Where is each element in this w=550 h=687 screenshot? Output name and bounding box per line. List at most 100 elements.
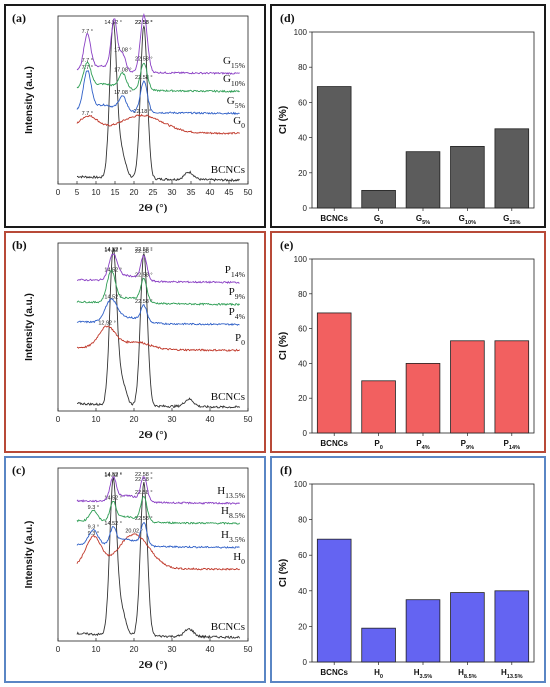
series-label: P4% [229, 306, 246, 321]
ci-panel-e: (e) 0 20 40 60 80 100 CI (%) BCNCs P0 P4% P9% P14% [270, 231, 546, 453]
peak-label: 14.52 ° [104, 472, 122, 478]
y-tick-label: 0 [303, 658, 308, 667]
x-tick-label: 25 [149, 188, 158, 197]
panel-label: (b) [12, 238, 27, 252]
y-tick-label: 60 [298, 98, 307, 107]
y-axis-label: CI (%) [278, 106, 289, 134]
x-tick-label: 40 [206, 415, 215, 424]
peak-label: 22.58 ° [135, 516, 153, 522]
peak-label: 7.7 ° [82, 111, 93, 117]
series-label: G10% [223, 73, 246, 88]
series-label: H8.5% [221, 505, 246, 520]
xrd-curve-p9 [76, 269, 240, 307]
peak-label: 9.3 ° [88, 525, 99, 531]
peak-label: 20.02 ° [125, 528, 143, 534]
xrd-curve-p4 [76, 298, 240, 326]
xrd-curve-g15 [76, 12, 240, 75]
y-tick-label: 40 [298, 134, 307, 143]
peak-label: 9.3 ° [88, 531, 99, 537]
peak-label: 22.58 ° [135, 20, 153, 26]
bar [361, 627, 396, 663]
xrd-chart-b: (b) 0 10 20 30 40 50 2Θ (°) Intensity (a.u.) 14.5… [12, 238, 253, 441]
x-tick-label: 20 [130, 645, 139, 654]
bar [450, 592, 485, 663]
bar [405, 599, 441, 663]
x-axis-label: 2Θ (°) [139, 202, 168, 214]
series-label: BCNCs [211, 621, 245, 633]
peak-label: 17.08 ° [114, 90, 132, 96]
peak-label: 22.58 ° [135, 272, 153, 278]
series-label: H3.5% [221, 529, 246, 544]
peak-label: 22.58 ° [135, 477, 153, 483]
bar [316, 538, 352, 663]
peak-label: 22.58 ° [135, 20, 153, 26]
bar [316, 86, 352, 209]
bar [494, 340, 530, 434]
peak-label: 22.58 ° [135, 247, 153, 253]
x-tick-label: 30 [168, 188, 177, 197]
peak-label: 12.92 ° [98, 321, 116, 327]
xrd-curve-bcncs [76, 476, 241, 639]
y-tick-label: 40 [298, 587, 307, 596]
peak-label: 9.3 ° [88, 505, 99, 511]
y-tick-label: 100 [294, 28, 308, 37]
peak-label: 7.7 ° [82, 65, 93, 71]
x-tick-label: BCNCs [320, 439, 348, 448]
y-axis-label: Intensity (a.u.) [24, 293, 35, 361]
x-axis-label: 2Θ (°) [139, 429, 168, 441]
x-tick-label: 45 [225, 188, 234, 197]
x-tick-label: 10 [92, 645, 101, 654]
peak-label: 22.58 ° [135, 56, 153, 62]
y-tick-label: 20 [298, 622, 307, 631]
y-tick-label: 20 [298, 169, 307, 178]
x-tick-label: 5 [75, 188, 80, 197]
peak-label: 22.58 ° [135, 249, 153, 255]
x-tick-label: G0 [374, 214, 383, 226]
x-tick-label: 30 [168, 645, 177, 654]
x-tick-label: 20 [130, 415, 139, 424]
y-tick-label: 80 [298, 63, 307, 72]
y-tick-label: 40 [298, 359, 307, 368]
panel-label: (a) [12, 11, 26, 25]
xrd-curve-h0 [76, 533, 240, 571]
xrd-chart-c: (c) 0 10 20 30 40 50 2Θ (°) Intensity (a.u.) 14.5… [12, 463, 253, 671]
plot-frame [57, 467, 249, 642]
bar [361, 189, 396, 209]
x-tick-label: 40 [206, 188, 215, 197]
xrd-curve-p14 [77, 253, 240, 284]
peak-label: 14.52 ° [104, 268, 122, 274]
peak-label: 22.58 ° [135, 490, 153, 496]
xrd-curve-g10 [76, 61, 240, 93]
series-label: P0 [235, 332, 245, 347]
peak-label: 14.52 ° [104, 473, 122, 479]
x-tick-label: P9% [461, 439, 474, 451]
xrd-panel-b: (b) 0 10 20 30 40 50 2Θ (°) Intensity (a.u.) 14.5… [4, 231, 266, 453]
x-tick-label: G15% [503, 214, 520, 226]
y-tick-label: 80 [298, 290, 307, 299]
x-tick-label: 50 [244, 645, 253, 654]
series-label: BCNCs [211, 391, 245, 403]
bar [361, 380, 396, 434]
y-tick-label: 0 [303, 429, 308, 438]
x-tick-label: G5% [416, 214, 430, 226]
ci-panel-d: (d) 0 20 40 60 80 100 CI (%) BCNCs G0 G5% G10% G15% [270, 4, 546, 228]
panel-label: (c) [12, 463, 25, 477]
x-axis-label: 2Θ (°) [139, 659, 168, 671]
panel-label: (d) [280, 11, 295, 25]
panel-label: (f) [280, 463, 292, 477]
x-tick-label: H13.5% [501, 668, 523, 680]
xrd-panel-c: (c) 0 10 20 30 40 50 2Θ (°) Intensity (a.u.) 14.5… [4, 456, 266, 683]
peak-label: 17.08 ° [114, 47, 132, 53]
peak-label: 22.58 ° [135, 299, 153, 305]
y-tick-label: 0 [303, 204, 308, 213]
peak-label: 14.52 ° [104, 521, 122, 527]
x-tick-label: 50 [244, 188, 253, 197]
peak-label: 22.58 ° [135, 472, 153, 478]
x-tick-label: 0 [56, 645, 61, 654]
xrd-curve-bcncs [76, 20, 240, 182]
x-tick-label: 35 [187, 188, 196, 197]
panel-label: (e) [280, 238, 293, 252]
xrd-curve-p0 [76, 325, 240, 352]
peak-label: 14.52 ° [104, 294, 122, 300]
x-tick-label: BCNCs [320, 214, 348, 223]
